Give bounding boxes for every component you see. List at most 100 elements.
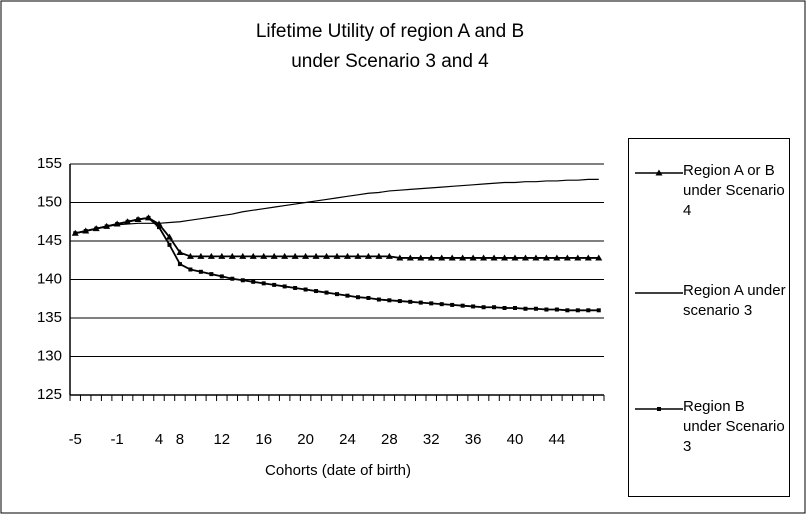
legend-label: Region A under scenario 3 [683, 282, 786, 319]
y-tick-label: 125 [37, 386, 62, 403]
marker [429, 301, 434, 306]
marker [427, 254, 435, 261]
y-tick-label: 150 [37, 193, 62, 210]
marker [565, 308, 570, 313]
marker [471, 304, 476, 309]
marker [375, 252, 383, 259]
marker [417, 254, 425, 261]
y-tick-label: 135 [37, 309, 62, 326]
marker [459, 254, 467, 261]
marker [387, 298, 392, 303]
marker [272, 282, 277, 287]
x-axis-label: Cohorts (date of birth) [265, 462, 411, 479]
x-tick-label: -5 [69, 431, 82, 448]
marker [157, 225, 161, 230]
marker [481, 305, 486, 310]
marker [490, 254, 498, 261]
marker [408, 299, 413, 304]
marker [385, 252, 393, 259]
marker [355, 295, 360, 300]
legend-entry: Region A under scenario 3 [629, 281, 789, 361]
x-tick-label: -1 [110, 431, 123, 448]
marker [281, 252, 289, 259]
y-tick-label: 130 [37, 347, 62, 364]
marker [314, 289, 319, 294]
marker [523, 306, 528, 311]
marker [167, 242, 172, 247]
marker [240, 278, 245, 283]
y-tick-label: 155 [37, 155, 62, 172]
marker [207, 252, 215, 259]
marker [251, 279, 256, 284]
marker [188, 267, 193, 272]
marker [595, 254, 603, 261]
series-line [75, 216, 599, 312]
marker [343, 252, 351, 259]
legend-label: Region B under Scenario 3 [683, 398, 785, 455]
marker [450, 302, 455, 307]
chart-title: under Scenario 3 and 4 [291, 51, 489, 72]
marker [584, 254, 592, 261]
marker [418, 300, 423, 305]
marker [303, 287, 308, 292]
marker [83, 228, 88, 233]
marker [469, 254, 477, 261]
x-tick-label: 28 [381, 431, 398, 448]
marker [438, 254, 446, 261]
marker [323, 252, 331, 259]
marker [261, 281, 266, 286]
legend-entry: Region A or B under Scenario 4 [629, 161, 789, 241]
marker [439, 302, 444, 307]
marker [312, 252, 320, 259]
marker [104, 224, 109, 229]
x-tick-label: 12 [213, 431, 230, 448]
marker [532, 254, 540, 261]
marker [501, 254, 509, 261]
legend-label: Region A or B under Scenario 4 [683, 162, 785, 219]
x-tick-label: 8 [176, 431, 184, 448]
marker [480, 254, 488, 261]
marker [354, 252, 362, 259]
y-tick-label: 140 [37, 270, 62, 287]
marker [553, 254, 561, 261]
marker [657, 407, 661, 411]
x-tick-label: 36 [465, 431, 482, 448]
marker [249, 252, 257, 259]
marker [364, 252, 372, 259]
series-line [75, 216, 599, 259]
legend-entry: Region B under Scenario 3 [629, 397, 789, 477]
marker [460, 303, 465, 308]
marker [115, 222, 120, 227]
marker [73, 231, 78, 236]
marker [335, 292, 339, 297]
marker [197, 252, 205, 259]
x-tick-label: 24 [339, 431, 356, 448]
marker [177, 262, 182, 267]
marker [333, 252, 341, 259]
marker [586, 308, 591, 313]
marker [406, 254, 414, 261]
x-tick-label: 16 [255, 431, 272, 448]
legend: Region A or B under Scenario 4 Region A u… [628, 138, 790, 497]
marker [542, 254, 550, 261]
marker [270, 252, 278, 259]
marker [228, 252, 236, 259]
marker [492, 305, 497, 310]
marker [198, 269, 203, 274]
x-tick-label: 32 [423, 431, 440, 448]
marker [448, 254, 456, 261]
marker [165, 233, 173, 240]
marker [219, 274, 224, 279]
x-tick-label: 20 [297, 431, 314, 448]
marker [366, 295, 371, 300]
marker [209, 272, 214, 277]
legend-swatch [635, 292, 683, 294]
marker [511, 254, 519, 261]
y-tick-label: 145 [37, 232, 62, 249]
marker [218, 252, 226, 259]
marker [260, 252, 268, 259]
marker [574, 254, 582, 261]
